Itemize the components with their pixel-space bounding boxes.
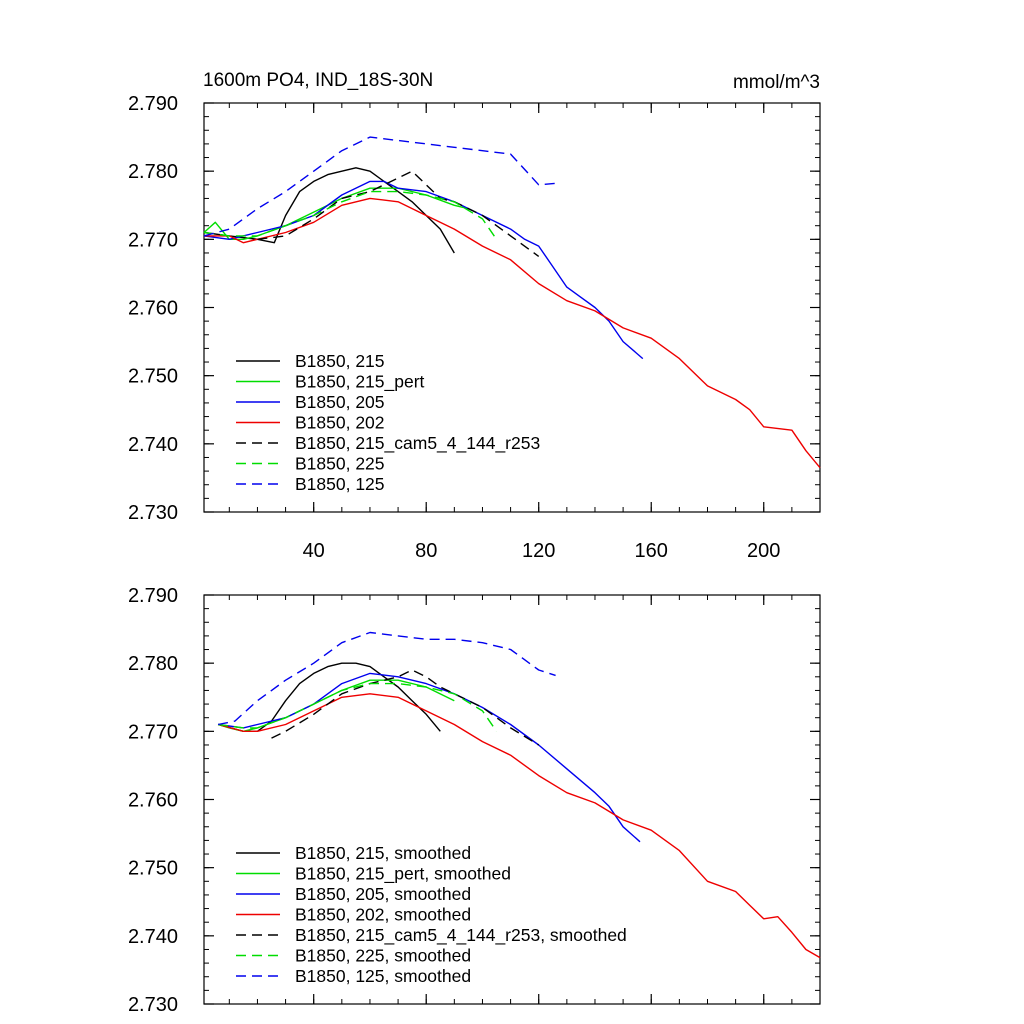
y-tick-label: 2.730 (128, 994, 178, 1016)
series-line (204, 197, 821, 469)
x-tick-label: 200 (747, 540, 780, 562)
series-line (257, 170, 540, 257)
y-tick-label: 2.790 (128, 93, 178, 115)
chart-title: 1600m PO4, IND_18S-30N (203, 70, 433, 91)
y-tick-label: 2.790 (128, 585, 178, 607)
y-tick-label: 2.760 (128, 298, 178, 320)
legend-label: B1850, 215_cam5_4_144_r253, smoothed (295, 925, 627, 946)
y-tick-label: 2.780 (128, 161, 178, 183)
legend-label: B1850, 215_pert, smoothed (295, 864, 511, 885)
y-tick-label: 2.740 (128, 926, 178, 948)
series-line (203, 180, 644, 360)
x-tick-label: 120 (522, 540, 555, 562)
y-tick-label: 2.750 (128, 858, 178, 880)
series-line (203, 190, 498, 240)
series-line (271, 669, 540, 746)
legend-label: B1850, 202 (295, 413, 385, 433)
legend-label: B1850, 215 (295, 351, 385, 371)
series-line (218, 672, 641, 843)
series-line (217, 631, 556, 726)
legend-label: B1850, 225 (295, 454, 385, 474)
y-tick-label: 2.770 (128, 721, 178, 743)
series-line (217, 662, 441, 732)
y-tick-label: 2.770 (128, 229, 178, 251)
legend-label: B1850, 202, smoothed (295, 905, 471, 925)
series-line (218, 682, 498, 732)
legend-label: B1850, 215_pert (295, 372, 425, 393)
y-tick-label: 2.760 (128, 790, 178, 812)
x-tick-label: 80 (415, 540, 437, 562)
legend-label: B1850, 205, smoothed (295, 884, 471, 904)
legend-label: B1850, 125, smoothed (295, 966, 471, 986)
units-label: mmol/m^3 (733, 72, 820, 93)
legend-label: B1850, 125 (295, 474, 385, 494)
x-tick-label: 40 (303, 540, 325, 562)
y-tick-label: 2.730 (128, 502, 178, 524)
x-tick-label: 160 (635, 540, 668, 562)
series-line (217, 693, 821, 959)
legend-label: B1850, 225, smoothed (295, 946, 471, 966)
smoothed-panel: 2.730 2.740 2.750 2.760 2.770 2.780 2.790 B1850… (128, 585, 821, 1016)
legend-label: B1850, 215_cam5_4_144_r253 (295, 433, 540, 454)
series-line (203, 136, 556, 237)
y-tick-label: 2.740 (128, 434, 178, 456)
y-tick-label: 2.750 (128, 366, 178, 388)
legend-label: B1850, 215, smoothed (295, 843, 471, 863)
series-line (203, 167, 455, 254)
raw-panel: 2.730 2.740 2.750 2.760 2.770 2.780 2.790 40 80 1… (128, 93, 821, 562)
legend-label: B1850, 205 (295, 392, 385, 412)
y-tick-label: 2.780 (128, 653, 178, 675)
